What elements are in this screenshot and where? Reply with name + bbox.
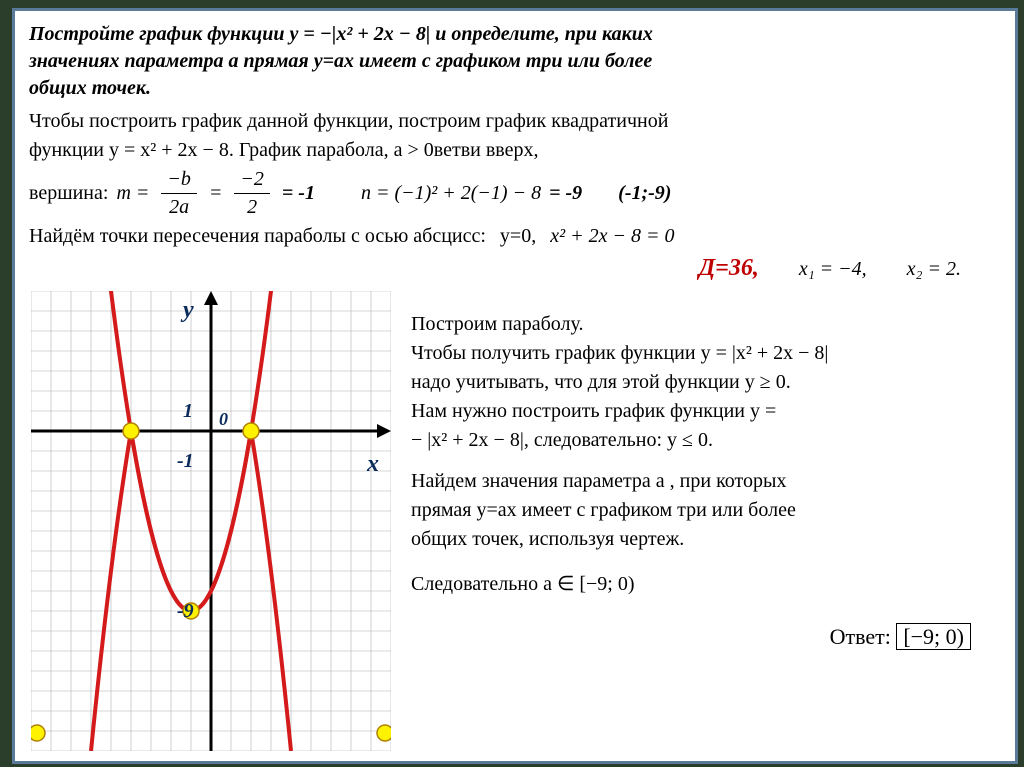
x1: x₁ = −4,: [799, 256, 867, 283]
svg-text:-9: -9: [177, 600, 194, 622]
graph-svg: у х 0 1 -1 -9: [31, 291, 391, 751]
svg-text:-1: -1: [177, 450, 194, 472]
graph: у х 0 1 -1 -9: [31, 291, 391, 751]
quad-eq: x² + 2x − 8 = 0: [550, 223, 674, 250]
svg-text:х: х: [366, 451, 379, 477]
discriminant: Д=36,: [699, 252, 759, 284]
problem-line2: значениях параметра a прямая y=ax имеет …: [29, 50, 652, 72]
n-formula: n = (−1)² + 2(−1) − 8: [361, 180, 541, 207]
m-result: = -1: [282, 180, 315, 207]
svg-text:0: 0: [219, 409, 228, 429]
frac-2-2: −2 2: [234, 166, 270, 221]
svg-text:у: у: [180, 297, 194, 323]
r9: Следовательно a ∈ [−9; 0): [411, 573, 635, 595]
r6: Найдем значения параметра a , при которы…: [411, 470, 786, 492]
m-eq: m =: [116, 180, 149, 207]
y0: y=0,: [500, 223, 536, 250]
r1: Построим параболу.: [411, 311, 1011, 338]
answer-value: [−9; 0): [896, 623, 971, 650]
r5: − |x² + 2x − 8|, следовательно: y ≤ 0.: [411, 429, 713, 451]
r2: Чтобы получить график функции y = |x² + …: [411, 342, 828, 364]
r4: Нам нужно построить график функции y =: [411, 400, 776, 422]
frac-b-2a: −b 2a: [161, 166, 197, 221]
r7: прямая y=ax имеет с графиком три или бол…: [411, 499, 796, 521]
vertex-label: вершина:: [29, 180, 108, 207]
sol-line2: функции y = x² + 2x − 8. График парабола…: [29, 139, 539, 161]
sol-line1: Чтобы построить график данной функции, п…: [29, 108, 1001, 135]
intersect-label: Найдём точки пересечения параболы с осью…: [29, 223, 486, 250]
n-result: = -9: [549, 180, 582, 207]
answer-label: Ответ:: [830, 624, 891, 649]
x2: x₂ = 2.: [907, 256, 961, 283]
r8: общих точек, используя чертеж.: [411, 528, 684, 550]
problem-line1: Постройте график функции y = −|x² + 2x −…: [29, 23, 653, 45]
r3: надо учитывать, что для этой функции y ≥…: [411, 371, 791, 393]
problem-line3: общих точек.: [29, 77, 151, 99]
vertex-point: (-1;-9): [618, 180, 671, 207]
svg-text:1: 1: [183, 400, 193, 422]
